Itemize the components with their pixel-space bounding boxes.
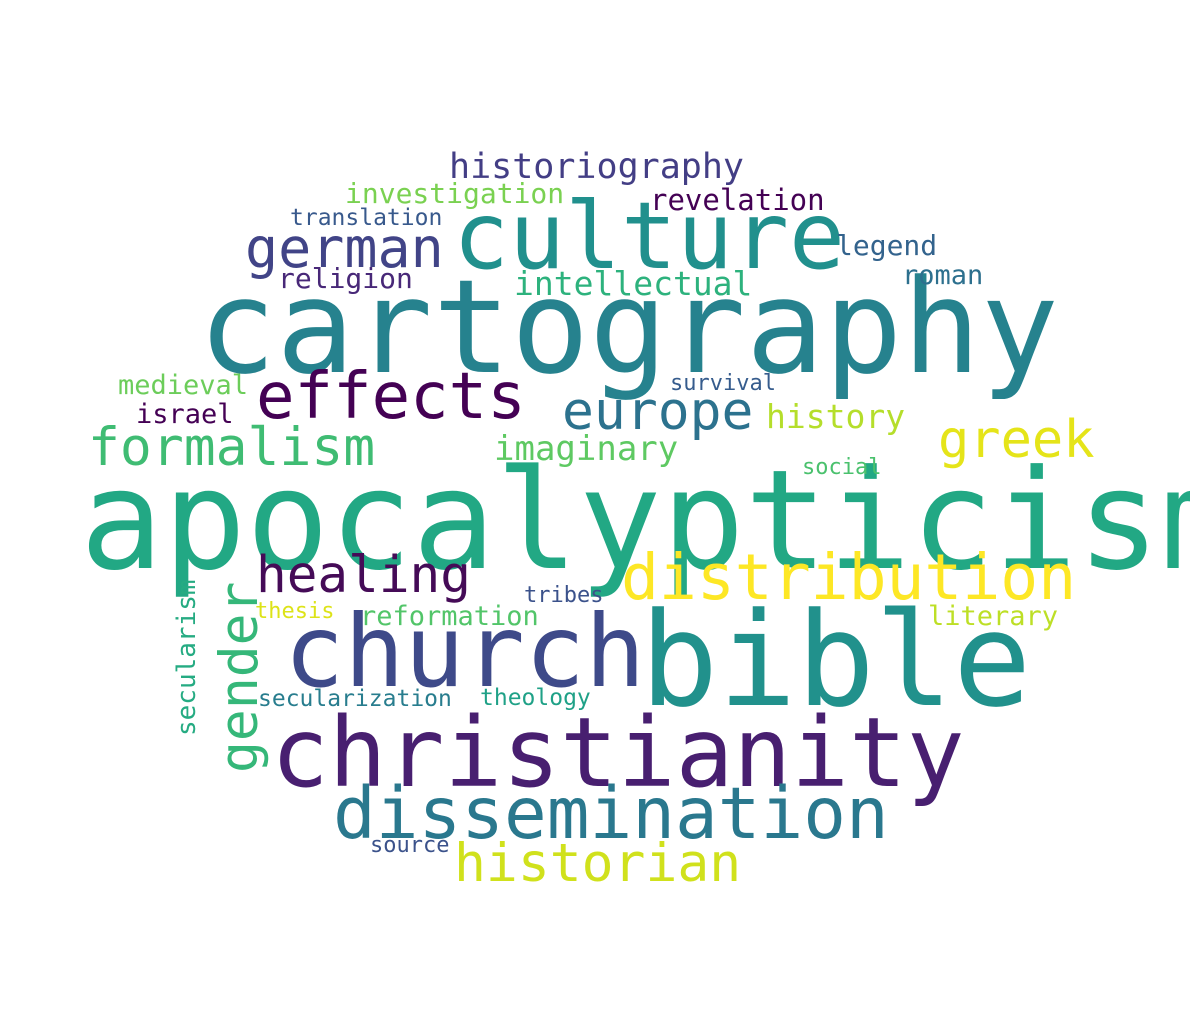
word-secularism: secularism (172, 579, 202, 736)
word-social: social (802, 455, 882, 480)
word-investigation: investigation (345, 177, 565, 210)
word-bible: bible (640, 584, 1032, 736)
word-history: history (766, 397, 906, 436)
word-source: source (370, 833, 450, 858)
word-thesis: thesis (255, 599, 335, 624)
word-dissemination: dissemination (333, 772, 889, 855)
word-effects: effects (256, 360, 526, 434)
word-imaginary: imaginary (494, 429, 679, 469)
word-theology: theology (480, 685, 591, 711)
word-secularization: secularization (258, 686, 452, 712)
word-israel: israel (136, 399, 234, 430)
word-greek: greek (938, 410, 1095, 470)
word-religion: religion (278, 262, 413, 295)
word-historian: historian (454, 833, 742, 894)
word-apocalypticism: apocalypticism (80, 440, 1190, 601)
word-medieval: medieval (118, 370, 249, 401)
word-survival: survival (670, 371, 776, 396)
word-translation: translation (290, 205, 443, 231)
word-healing: healing (256, 546, 471, 605)
word-distribution: distribution (621, 541, 1077, 614)
word-christianity: christianity (271, 697, 965, 809)
word-formalism: formalism (88, 417, 376, 478)
word-roman: roman (902, 260, 984, 291)
word-culture: culture (453, 182, 845, 290)
word-revelation: revelation (650, 183, 825, 217)
word-reformation: reformation (360, 601, 539, 632)
word-historiography: historiography (449, 147, 745, 187)
word-europe: europe (562, 381, 754, 442)
word-german: german (245, 216, 444, 280)
word-intellectual: intellectual (514, 264, 753, 303)
word-literary: literary (928, 601, 1059, 632)
word-church: church (284, 593, 646, 710)
word-legend: legend (836, 229, 938, 262)
word-cartography: cartography (198, 251, 1059, 403)
word-tribes: tribes (524, 583, 604, 608)
